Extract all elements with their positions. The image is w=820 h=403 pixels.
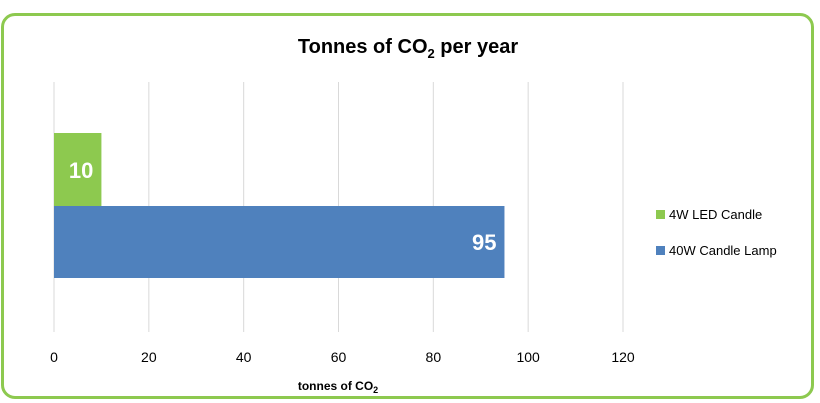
chart-title: Tonnes of CO2 per year — [298, 36, 518, 61]
x-axis-label-subscript: 2 — [373, 385, 378, 395]
x-tick-label-120: 120 — [611, 349, 635, 365]
x-tick-label-100: 100 — [516, 349, 540, 365]
legend-swatch-1 — [656, 246, 665, 255]
x-axis-ticks: 0 20 40 60 80 100 120 — [50, 349, 635, 365]
x-tick-label-20: 20 — [141, 349, 157, 365]
x-tick-label-40: 40 — [236, 349, 252, 365]
legend: 4W LED Candle 40W Candle Lamp — [656, 207, 777, 258]
x-tick-label-60: 60 — [331, 349, 347, 365]
legend-label-1: 40W Candle Lamp — [669, 243, 777, 258]
chart-title-subscript: 2 — [428, 46, 435, 61]
chart-title-suffix: per year — [435, 36, 519, 58]
legend-swatch-0 — [656, 210, 665, 219]
bar-1 — [54, 206, 505, 278]
data-label-1: 95 — [472, 230, 496, 255]
x-tick-label-0: 0 — [50, 349, 58, 365]
bars: 10 95 — [54, 133, 505, 278]
legend-label-0: 4W LED Candle — [669, 207, 762, 222]
x-axis-label: tonnes of CO2 — [298, 379, 378, 395]
bar-0 — [54, 133, 102, 207]
data-label-0: 10 — [69, 158, 93, 183]
x-tick-label-80: 80 — [426, 349, 442, 365]
